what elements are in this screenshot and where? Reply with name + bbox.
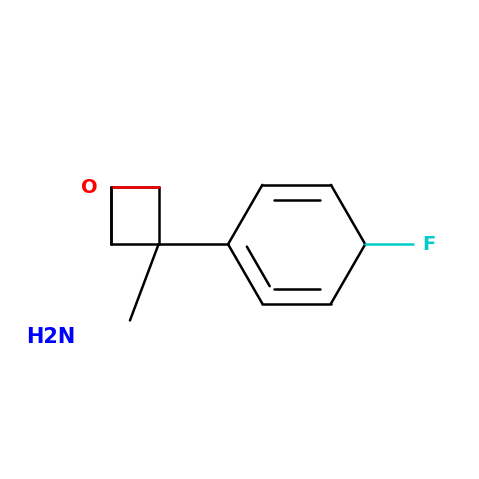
Text: F: F (422, 235, 435, 254)
Text: O: O (80, 178, 97, 196)
Text: H2N: H2N (26, 327, 76, 347)
